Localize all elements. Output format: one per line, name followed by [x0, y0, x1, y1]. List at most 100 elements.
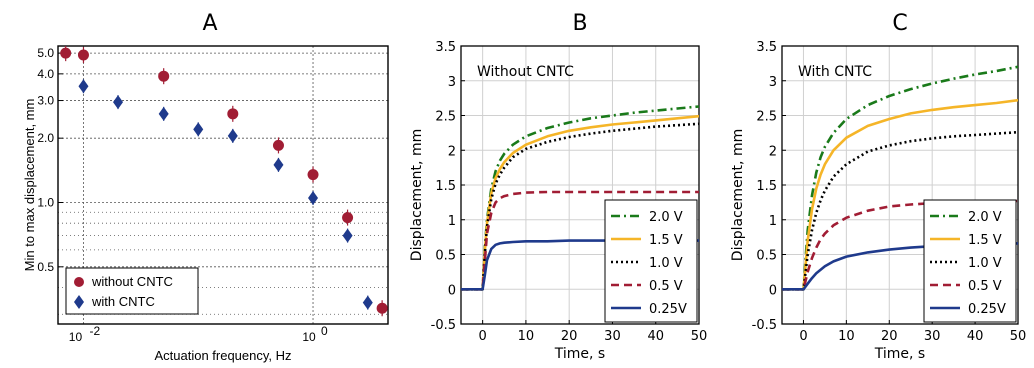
x-tick-label: 30	[924, 329, 941, 344]
y-tick-label: 0.5	[756, 249, 777, 264]
x-tick-label: 50	[1010, 329, 1027, 344]
y-tick-label: 1.5	[756, 179, 777, 194]
chart-panel-c: -0.5 0 0.5 1 1.5 2 2.5 3 3.5 0 10 20 30 40 50 Time, s Di…	[730, 40, 1026, 362]
x-tick-label: 40	[967, 329, 984, 344]
point-without-cntc	[158, 70, 170, 82]
y-axis-label: Displacement, mm	[730, 129, 746, 261]
point-without-cntc	[60, 47, 72, 59]
legend: 2.0 V 1.5 V 1.0 V 0.5 V 0.25V	[604, 199, 698, 323]
point-with-cntc	[113, 95, 124, 110]
point-with-cntc	[227, 128, 238, 143]
legend-label: 1.0 V	[968, 256, 1002, 271]
point-with-cntc	[308, 190, 319, 205]
y-tick-label: 3.0	[37, 94, 54, 108]
legend-a: without CNTC with CNTC	[65, 267, 199, 315]
point-without-cntc	[227, 108, 239, 120]
legend-box	[604, 199, 698, 323]
chart-panel-b: -0.5 0 0.5 1 1.5 2 2.5 3 3.5 0 10 20 30 40 50 Time, s Di…	[409, 40, 707, 362]
legend-box	[65, 267, 199, 315]
x-tick-label: 30	[604, 329, 621, 344]
series-line-4	[461, 239, 699, 291]
y-axis-label: Min to max displacement, mm	[22, 99, 37, 272]
scatter-points	[60, 46, 388, 338]
legend-box	[923, 199, 1017, 323]
y-tick-label: -0.5	[752, 318, 777, 333]
panel-letter-b: B	[572, 11, 587, 36]
x-tick-label: 40	[647, 329, 664, 344]
series-line-3	[461, 190, 699, 291]
y-tick-label: 3.5	[435, 40, 456, 55]
x-tick-label-exp: 0	[321, 324, 328, 338]
legend: 2.0 V 1.5 V 1.0 V 0.5 V 0.25V	[923, 199, 1017, 323]
x-tick-label: 0	[478, 329, 486, 344]
x-axis-label: Time, s	[554, 346, 605, 362]
panel-title: Without CNTC	[477, 64, 574, 80]
x-tick-label: 0	[799, 329, 807, 344]
x-tick-label: 50	[691, 329, 708, 344]
y-tick-label: 2	[448, 144, 456, 159]
x-axis-label: Actuation frequency, Hz	[154, 348, 291, 363]
legend-label: 1.5 V	[968, 233, 1002, 248]
y-tick-label: 1.0	[37, 195, 54, 209]
panel-title: With CNTC	[798, 64, 872, 80]
point-with-cntc	[377, 324, 387, 338]
legend-label: 0.5 V	[649, 279, 683, 294]
y-tick-label: 3	[769, 75, 777, 90]
legend-label: with CNTC	[91, 294, 155, 309]
y-tick-label: 0.5	[435, 249, 456, 264]
legend-marker-diamond	[74, 295, 84, 309]
y-tick-label: 1.5	[435, 179, 456, 194]
legend-label: 0.25V	[649, 302, 687, 317]
point-without-cntc	[272, 139, 284, 151]
panel-letter-a: A	[202, 11, 217, 36]
x-tick-label: 20	[881, 329, 898, 344]
y-tick-label: 2.0	[37, 131, 54, 145]
point-with-cntc	[342, 228, 353, 243]
legend-label: 2.0 V	[968, 210, 1002, 225]
chart-panel-a: 0.5 1.0 2.0 3.0 4.0 5.0 10 -2 10 0 Actuation frequ…	[22, 45, 389, 363]
legend-label: 1.0 V	[649, 256, 683, 271]
point-with-cntc	[273, 157, 284, 172]
y-tick-label: 4.0	[37, 67, 54, 81]
legend-label: without CNTC	[91, 274, 173, 289]
y-tick-label: 3	[448, 75, 456, 90]
y-tick-label: 0.5	[37, 260, 54, 274]
legend-marker-circle	[74, 277, 84, 287]
y-tick-label: 2.5	[435, 110, 456, 125]
y-tick-label: 0	[769, 283, 777, 298]
point-without-cntc	[307, 169, 319, 181]
point-without-cntc	[77, 49, 89, 61]
x-tick-label: 10	[518, 329, 535, 344]
series-line-1	[782, 98, 1018, 291]
legend-label: 1.5 V	[649, 233, 683, 248]
series-lines	[461, 105, 699, 291]
y-tick-label: 2	[769, 144, 777, 159]
point-with-cntc	[193, 122, 204, 137]
series-line-1	[461, 114, 699, 291]
x-tick-label-base: 10	[302, 330, 316, 344]
point-without-cntc	[376, 302, 388, 314]
y-tick-label: 1	[769, 214, 777, 229]
panel-letter-c: C	[892, 11, 907, 36]
x-tick-label: 10	[838, 329, 855, 344]
x-tick-label: 20	[561, 329, 578, 344]
plot-frame-a	[57, 45, 389, 325]
point-with-cntc	[78, 79, 89, 94]
y-tick-label: 2.5	[756, 110, 777, 125]
x-axis-label: Time, s	[874, 346, 925, 362]
y-tick-label: 3.5	[756, 40, 777, 55]
point-without-cntc	[342, 212, 354, 224]
y-tick-label: -0.5	[431, 318, 456, 333]
x-tick-label-base: 10	[69, 330, 83, 344]
legend-label: 2.0 V	[649, 210, 683, 225]
y-tick-label: 5.0	[37, 46, 54, 60]
y-axis-label: Displacement, mm	[409, 129, 425, 261]
y-tick-label: 0	[448, 283, 456, 298]
point-with-cntc	[362, 295, 373, 310]
point-with-cntc	[158, 106, 169, 121]
y-tick-label: 1	[448, 214, 456, 229]
x-tick-label-exp: -2	[89, 324, 100, 338]
legend-label: 0.5 V	[968, 279, 1002, 294]
legend-label: 0.25V	[968, 302, 1006, 317]
